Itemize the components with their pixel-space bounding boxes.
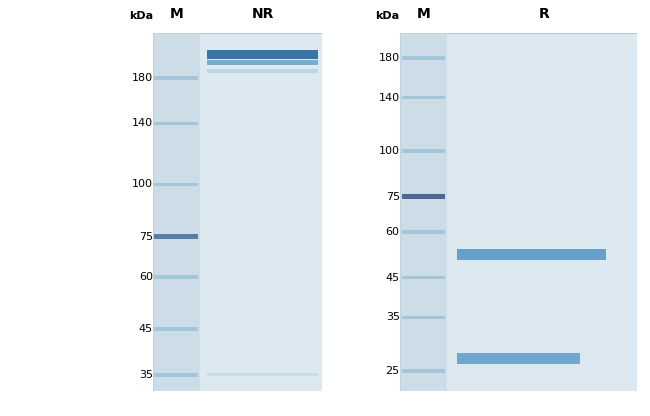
Text: 75: 75 — [385, 191, 400, 202]
Bar — [207, 59, 318, 65]
Bar — [155, 76, 198, 79]
Text: 140: 140 — [131, 118, 153, 128]
Bar — [155, 234, 198, 239]
Bar — [155, 373, 198, 376]
Text: kDa: kDa — [129, 11, 153, 21]
Bar — [402, 194, 445, 199]
Bar — [207, 69, 318, 73]
Bar — [402, 230, 445, 234]
Bar — [457, 249, 606, 260]
Bar — [402, 56, 445, 59]
Bar — [153, 33, 200, 391]
Text: 45: 45 — [138, 324, 153, 334]
Bar — [402, 316, 445, 319]
Bar — [207, 373, 318, 376]
Text: M: M — [417, 7, 430, 21]
Text: 180: 180 — [131, 73, 153, 83]
Bar — [155, 327, 198, 331]
Text: 140: 140 — [378, 93, 400, 103]
Text: 60: 60 — [385, 227, 400, 237]
Text: 25: 25 — [385, 366, 400, 376]
Bar — [402, 96, 445, 99]
Text: 35: 35 — [138, 370, 153, 380]
Bar — [155, 183, 198, 186]
Text: 35: 35 — [385, 312, 400, 322]
Text: R: R — [539, 7, 550, 21]
Bar — [207, 50, 318, 59]
Text: 45: 45 — [385, 272, 400, 282]
Bar — [400, 33, 447, 391]
Text: NR: NR — [252, 7, 274, 21]
Text: 100: 100 — [379, 146, 400, 156]
Bar — [402, 276, 445, 280]
Bar — [155, 121, 198, 125]
Text: kDa: kDa — [376, 11, 400, 21]
Text: 180: 180 — [378, 53, 400, 63]
Text: 75: 75 — [138, 232, 153, 242]
Bar — [402, 369, 445, 373]
Bar — [402, 149, 445, 153]
Text: 60: 60 — [138, 272, 153, 282]
Text: M: M — [170, 7, 183, 21]
Bar — [457, 353, 580, 364]
Bar — [155, 275, 198, 279]
Text: 100: 100 — [132, 179, 153, 189]
